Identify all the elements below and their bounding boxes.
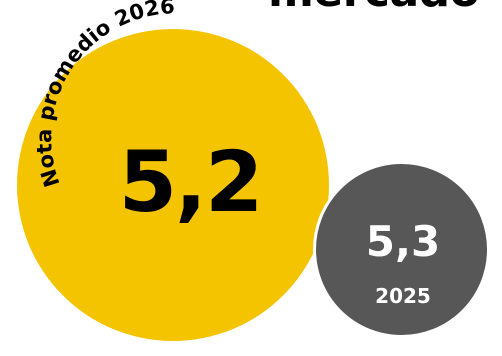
- previous-score-year: 2025: [375, 284, 431, 308]
- current-score-circle: [17, 29, 329, 341]
- previous-score-value: 5,3: [365, 217, 441, 266]
- title-fragment: mercado: [268, 0, 480, 14]
- current-score-value: 5,2: [118, 133, 264, 231]
- previous-score-circle: [313, 161, 490, 338]
